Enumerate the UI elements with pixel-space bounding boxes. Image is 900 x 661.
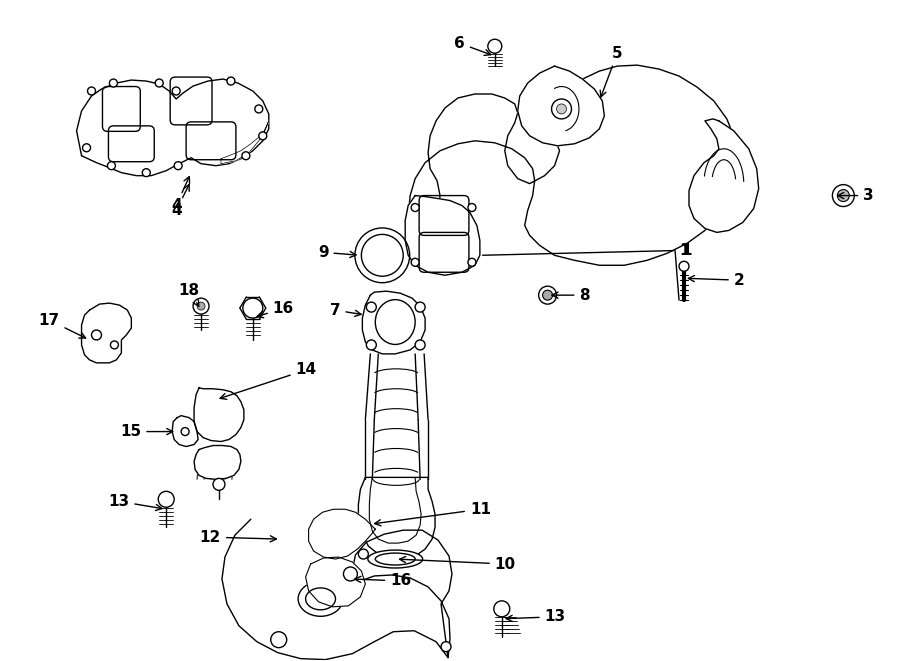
Circle shape xyxy=(344,567,357,581)
Polygon shape xyxy=(82,303,131,363)
Ellipse shape xyxy=(837,190,850,202)
Text: 16: 16 xyxy=(355,574,411,588)
Circle shape xyxy=(155,79,163,87)
Ellipse shape xyxy=(543,290,553,300)
Polygon shape xyxy=(221,121,269,164)
Polygon shape xyxy=(363,291,425,354)
Circle shape xyxy=(366,340,376,350)
Text: 17: 17 xyxy=(39,313,86,338)
Text: 15: 15 xyxy=(121,424,173,439)
Ellipse shape xyxy=(375,299,415,344)
Text: 1: 1 xyxy=(482,243,689,258)
Circle shape xyxy=(366,302,376,312)
Circle shape xyxy=(441,642,451,652)
Circle shape xyxy=(181,428,189,436)
Circle shape xyxy=(488,39,502,53)
Polygon shape xyxy=(518,66,604,146)
Circle shape xyxy=(172,87,180,95)
Text: 8: 8 xyxy=(552,288,590,303)
Circle shape xyxy=(243,298,263,318)
Circle shape xyxy=(83,144,91,152)
Circle shape xyxy=(227,77,235,85)
Circle shape xyxy=(468,204,476,212)
Circle shape xyxy=(194,298,209,314)
Circle shape xyxy=(494,601,509,617)
Polygon shape xyxy=(76,79,269,176)
Circle shape xyxy=(142,169,150,176)
Text: 9: 9 xyxy=(318,245,356,260)
Circle shape xyxy=(242,152,250,160)
Circle shape xyxy=(107,162,115,170)
Circle shape xyxy=(271,632,287,648)
Circle shape xyxy=(259,132,266,140)
Text: 11: 11 xyxy=(374,502,490,525)
Ellipse shape xyxy=(679,261,689,271)
Circle shape xyxy=(92,330,102,340)
Circle shape xyxy=(158,491,175,507)
Ellipse shape xyxy=(538,286,556,304)
Circle shape xyxy=(552,99,572,119)
Circle shape xyxy=(556,104,566,114)
Circle shape xyxy=(197,302,205,310)
Circle shape xyxy=(111,341,119,349)
Ellipse shape xyxy=(355,228,410,283)
Text: 2: 2 xyxy=(688,273,744,288)
Polygon shape xyxy=(194,446,241,479)
Text: 13: 13 xyxy=(506,609,566,624)
Text: 5: 5 xyxy=(600,46,623,97)
Text: 18: 18 xyxy=(178,283,200,306)
Text: 12: 12 xyxy=(200,529,276,545)
Polygon shape xyxy=(222,519,452,660)
Ellipse shape xyxy=(306,588,336,610)
Polygon shape xyxy=(689,119,759,233)
Text: 7: 7 xyxy=(329,303,361,317)
Circle shape xyxy=(213,479,225,490)
Circle shape xyxy=(411,204,419,212)
Text: 10: 10 xyxy=(400,557,516,572)
Ellipse shape xyxy=(368,550,423,568)
Text: 13: 13 xyxy=(108,494,162,510)
Circle shape xyxy=(468,258,476,266)
Text: 6: 6 xyxy=(454,36,490,56)
Circle shape xyxy=(110,79,117,87)
Text: 4: 4 xyxy=(171,176,190,213)
Text: 3: 3 xyxy=(838,188,874,203)
Text: 14: 14 xyxy=(220,362,317,399)
Polygon shape xyxy=(409,65,737,265)
Polygon shape xyxy=(405,196,480,275)
Text: 1: 1 xyxy=(681,243,691,258)
Ellipse shape xyxy=(832,184,854,206)
Text: 16: 16 xyxy=(257,301,294,318)
Polygon shape xyxy=(172,416,198,447)
Polygon shape xyxy=(194,388,244,442)
Circle shape xyxy=(87,87,95,95)
Ellipse shape xyxy=(298,582,343,616)
Ellipse shape xyxy=(375,553,415,565)
Text: 4: 4 xyxy=(171,184,189,218)
Circle shape xyxy=(415,340,425,350)
Circle shape xyxy=(175,162,182,170)
Polygon shape xyxy=(309,509,375,559)
Circle shape xyxy=(411,258,419,266)
Circle shape xyxy=(255,105,263,113)
Circle shape xyxy=(358,549,368,559)
Circle shape xyxy=(415,302,425,312)
Polygon shape xyxy=(306,557,365,607)
Ellipse shape xyxy=(362,235,403,276)
